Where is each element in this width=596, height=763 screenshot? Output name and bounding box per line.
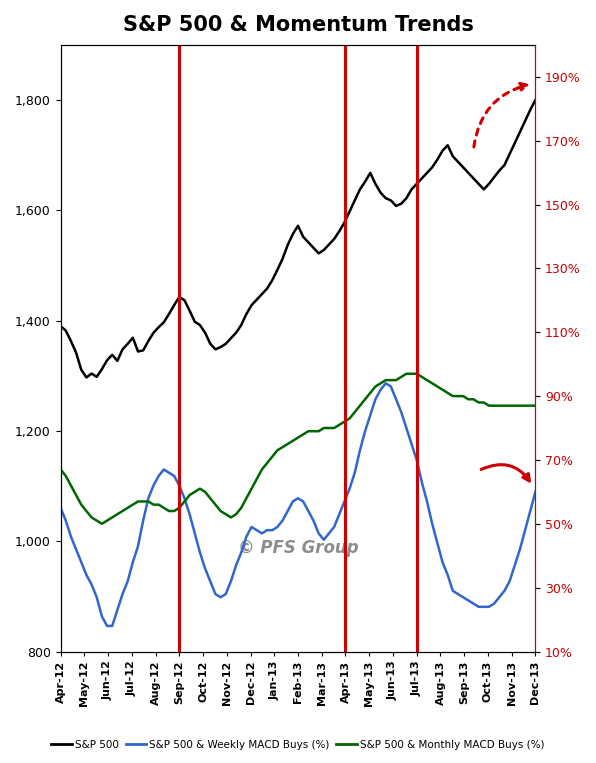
- Text: © PFS Group: © PFS Group: [238, 539, 358, 558]
- Title: S&P 500 & Momentum Trends: S&P 500 & Momentum Trends: [123, 15, 473, 35]
- Legend: S&P 500, S&P 500 & Weekly MACD Buys (%), S&P 500 & Monthly MACD Buys (%): S&P 500, S&P 500 & Weekly MACD Buys (%),…: [47, 736, 549, 754]
